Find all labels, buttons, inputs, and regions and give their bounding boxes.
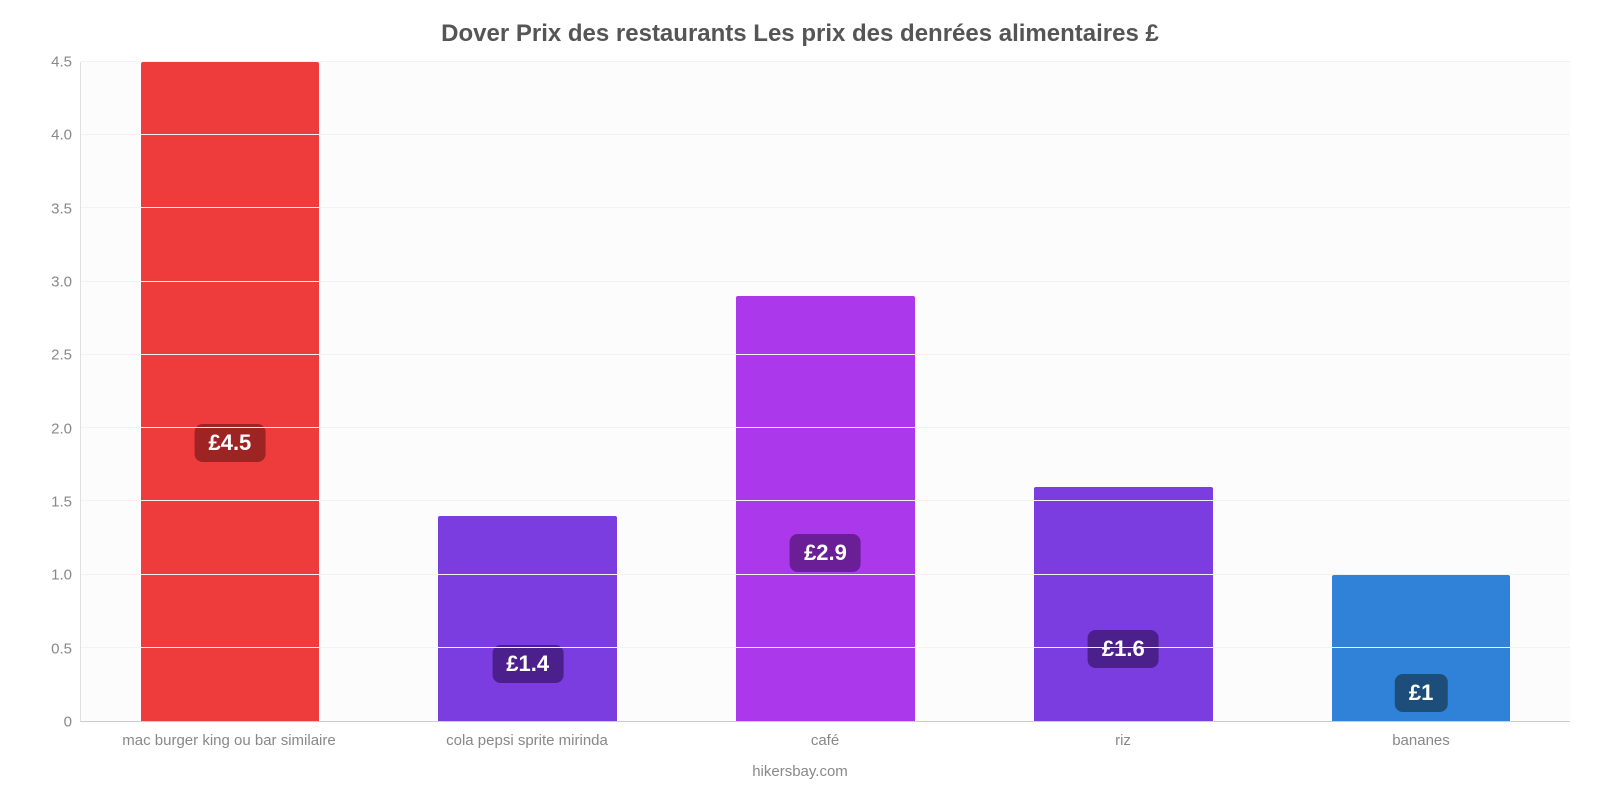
value-badge: £1.4 xyxy=(492,645,563,683)
value-badge: £4.5 xyxy=(194,424,265,462)
value-badge: £1.6 xyxy=(1088,630,1159,668)
chart-source: hikersbay.com xyxy=(30,763,1570,780)
price-bar-chart: Dover Prix des restaurants Les prix des … xyxy=(0,0,1600,800)
value-badge: £1 xyxy=(1395,674,1447,712)
y-tick: 3.0 xyxy=(51,274,72,291)
x-label: café xyxy=(676,732,974,749)
grid-line xyxy=(81,427,1570,428)
grid-line xyxy=(81,354,1570,355)
plot-area: £4.5 £1.4 £2.9 £1.6 £1 xyxy=(80,62,1570,722)
grid-line xyxy=(81,281,1570,282)
bar: £4.5 xyxy=(141,62,320,721)
plot-row: 00.51.01.52.02.53.03.54.04.5 £4.5£1.4£2.… xyxy=(30,62,1570,722)
x-label: cola pepsi sprite mirinda xyxy=(378,732,676,749)
y-tick: 4.0 xyxy=(51,127,72,144)
bar-slot: £1.4 xyxy=(379,62,677,721)
y-tick: 4.5 xyxy=(51,54,72,71)
grid-line xyxy=(81,207,1570,208)
y-tick: 1.0 xyxy=(51,567,72,584)
grid-line xyxy=(81,574,1570,575)
bar: £1.4 xyxy=(438,516,617,721)
bar-slot: £1.6 xyxy=(974,62,1272,721)
x-label: bananes xyxy=(1272,732,1570,749)
chart-title: Dover Prix des restaurants Les prix des … xyxy=(30,20,1570,48)
grid-line xyxy=(81,134,1570,135)
bar: £2.9 xyxy=(736,296,915,721)
y-tick: 1.5 xyxy=(51,494,72,511)
grid-line xyxy=(81,500,1570,501)
value-badge: £2.9 xyxy=(790,534,861,572)
x-label: mac burger king ou bar similaire xyxy=(80,732,378,749)
y-tick: 0.5 xyxy=(51,640,72,657)
grid-line xyxy=(81,647,1570,648)
bar-slot: £2.9 xyxy=(677,62,975,721)
y-tick: 3.5 xyxy=(51,200,72,217)
bar: £1.6 xyxy=(1034,487,1213,721)
bar-slot: £1 xyxy=(1272,62,1570,721)
y-tick: 2.0 xyxy=(51,420,72,437)
y-tick: 2.5 xyxy=(51,347,72,364)
x-label: riz xyxy=(974,732,1272,749)
y-tick: 0 xyxy=(64,714,72,731)
bar: £1 xyxy=(1332,575,1511,721)
x-axis: mac burger king ou bar similairecola pep… xyxy=(80,722,1570,749)
bar-slot: £4.5 xyxy=(81,62,379,721)
bars-container: £4.5 £1.4 £2.9 £1.6 £1 xyxy=(81,62,1570,721)
grid-line xyxy=(81,61,1570,62)
y-axis: 00.51.01.52.02.53.03.54.04.5 xyxy=(30,62,80,722)
